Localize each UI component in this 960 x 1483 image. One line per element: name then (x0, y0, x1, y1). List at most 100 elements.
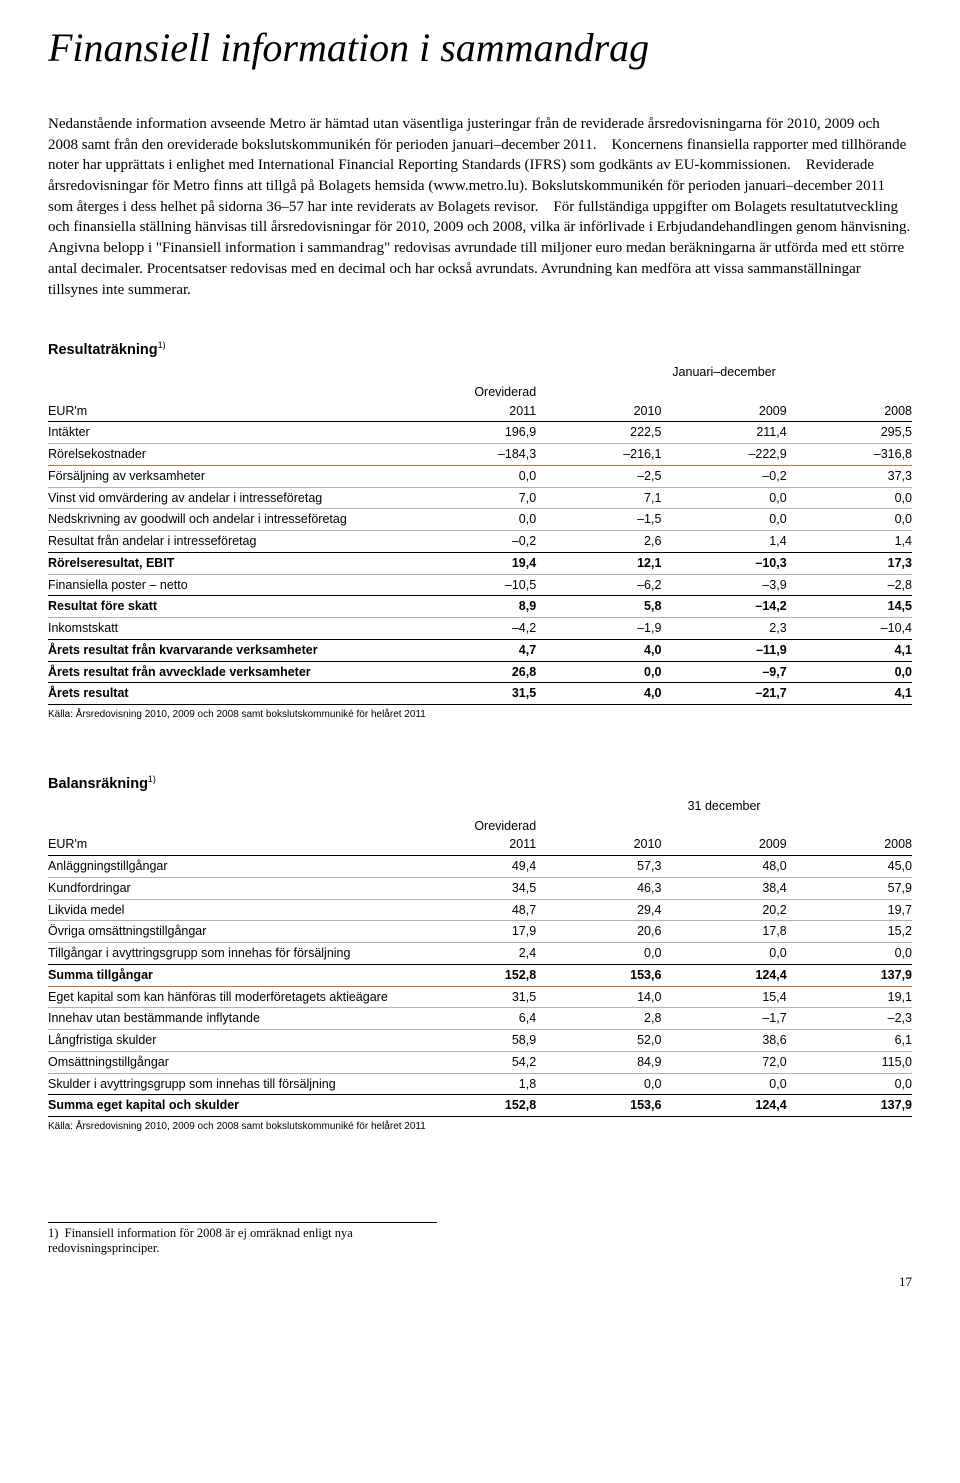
table-row: Intäkter196,9222,5211,4295,5 (48, 422, 912, 444)
intro-paragraph: Nedanstående information avseende Metro … (48, 114, 912, 300)
table-row: Försäljning av verksamheter0,0–2,5–0,237… (48, 465, 912, 487)
row-value: 4,7 (411, 639, 536, 661)
row-value: 0,0 (536, 943, 661, 965)
row-value: 2,3 (661, 618, 786, 640)
row-value: 14,5 (787, 596, 912, 618)
row-value: –1,7 (661, 1008, 786, 1030)
row-value: 54,2 (411, 1051, 536, 1073)
balance-heading-text: Balansräkning (48, 776, 148, 792)
row-value: 58,9 (411, 1030, 536, 1052)
row-value: 124,4 (661, 964, 786, 986)
table-row: Resultat från andelar i intresseföretag–… (48, 531, 912, 553)
row-value: –2,8 (787, 574, 912, 596)
row-value: 38,6 (661, 1030, 786, 1052)
row-value: 0,0 (536, 661, 661, 683)
row-value: –4,2 (411, 618, 536, 640)
row-label: Långfristiga skulder (48, 1030, 411, 1052)
row-value: 14,0 (536, 986, 661, 1008)
row-value: 72,0 (661, 1051, 786, 1073)
row-value: 6,1 (787, 1030, 912, 1052)
row-value: 26,8 (411, 661, 536, 683)
row-value: –3,9 (661, 574, 786, 596)
table-row: Inkomstskatt–4,2–1,92,3–10,4 (48, 618, 912, 640)
row-value: 0,0 (661, 509, 786, 531)
footnote: 1) Finansiell information för 2008 är ej… (48, 1222, 437, 1256)
row-value: –14,2 (661, 596, 786, 618)
row-label: Årets resultat (48, 683, 411, 705)
income-heading-text: Resultaträkning (48, 342, 158, 358)
row-label: Nedskrivning av goodwill och andelar i i… (48, 509, 411, 531)
row-value: –316,8 (787, 444, 912, 466)
row-value: 20,6 (536, 921, 661, 943)
row-value: 57,9 (787, 877, 912, 899)
table-row: Tillgångar i avyttringsgrupp som innehas… (48, 943, 912, 965)
row-label: Likvida medel (48, 899, 411, 921)
row-label: Resultat före skatt (48, 596, 411, 618)
col-year: 2009 (661, 817, 786, 856)
row-value: 152,8 (411, 964, 536, 986)
row-label: Anläggningstillgångar (48, 856, 411, 878)
row-value: 45,0 (787, 856, 912, 878)
income-heading: Resultaträkning1) (48, 340, 912, 358)
row-value: –1,5 (536, 509, 661, 531)
col-sub: Oreviderad2011 (411, 817, 536, 856)
row-value: 7,1 (536, 487, 661, 509)
row-value: 0,0 (661, 1073, 786, 1095)
row-value: –216,1 (536, 444, 661, 466)
table-row: Finansiella poster – netto–10,5–6,2–3,9–… (48, 574, 912, 596)
row-value: –11,9 (661, 639, 786, 661)
row-value: 49,4 (411, 856, 536, 878)
row-value: 2,4 (411, 943, 536, 965)
row-value: 29,4 (536, 899, 661, 921)
row-value: 2,6 (536, 531, 661, 553)
row-value: 222,5 (536, 422, 661, 444)
income-table: Januari–decemberEUR'mOreviderad201120102… (48, 362, 912, 705)
row-value: 8,9 (411, 596, 536, 618)
row-value: 19,1 (787, 986, 912, 1008)
row-value: 115,0 (787, 1051, 912, 1073)
row-value: 2,8 (536, 1008, 661, 1030)
table-row: Årets resultat från avvecklade verksamhe… (48, 661, 912, 683)
col-year: 2008 (787, 817, 912, 856)
row-value: –10,4 (787, 618, 912, 640)
table-row: Likvida medel48,729,420,219,7 (48, 899, 912, 921)
row-value: 153,6 (536, 964, 661, 986)
row-value: 0,0 (787, 661, 912, 683)
table-row: Skulder i avyttringsgrupp som innehas ti… (48, 1073, 912, 1095)
row-value: 137,9 (787, 1095, 912, 1117)
table-row: Nedskrivning av goodwill och andelar i i… (48, 509, 912, 531)
row-label: Årets resultat från avvecklade verksamhe… (48, 661, 411, 683)
row-value: 0,0 (411, 465, 536, 487)
row-label: Rörelsekostnader (48, 444, 411, 466)
row-value: 124,4 (661, 1095, 786, 1117)
row-value: –1,9 (536, 618, 661, 640)
table-row: Resultat före skatt8,95,8–14,214,5 (48, 596, 912, 618)
unit-label: EUR'm (48, 817, 411, 856)
row-value: 4,1 (787, 683, 912, 705)
row-label: Inkomstskatt (48, 618, 411, 640)
table-row: Eget kapital som kan hänföras till moder… (48, 986, 912, 1008)
row-value: 4,0 (536, 639, 661, 661)
row-value: 211,4 (661, 422, 786, 444)
row-value: 57,3 (536, 856, 661, 878)
table-row: Rörelseresultat, EBIT19,412,1–10,317,3 (48, 552, 912, 574)
table-row: Långfristiga skulder58,952,038,66,1 (48, 1030, 912, 1052)
row-label: Summa tillgångar (48, 964, 411, 986)
row-value: 48,0 (661, 856, 786, 878)
row-value: 4,1 (787, 639, 912, 661)
balance-table: 31 decemberEUR'mOreviderad20112010200920… (48, 796, 912, 1117)
row-label: Kundfordringar (48, 877, 411, 899)
row-value: 7,0 (411, 487, 536, 509)
row-label: Finansiella poster – netto (48, 574, 411, 596)
row-value: 0,0 (661, 943, 786, 965)
row-value: –0,2 (661, 465, 786, 487)
balance-source: Källa: Årsredovisning 2010, 2009 och 200… (48, 1121, 912, 1132)
row-label: Innehav utan bestämmande inflytande (48, 1008, 411, 1030)
table-row: Årets resultat från kvarvarande verksamh… (48, 639, 912, 661)
table-row: Summa tillgångar152,8153,6124,4137,9 (48, 964, 912, 986)
table-row: Omsättningstillgångar54,284,972,0115,0 (48, 1051, 912, 1073)
table-row: Rörelsekostnader–184,3–216,1–222,9–316,8 (48, 444, 912, 466)
row-value: 6,4 (411, 1008, 536, 1030)
row-value: 37,3 (787, 465, 912, 487)
row-value: 0,0 (536, 1073, 661, 1095)
